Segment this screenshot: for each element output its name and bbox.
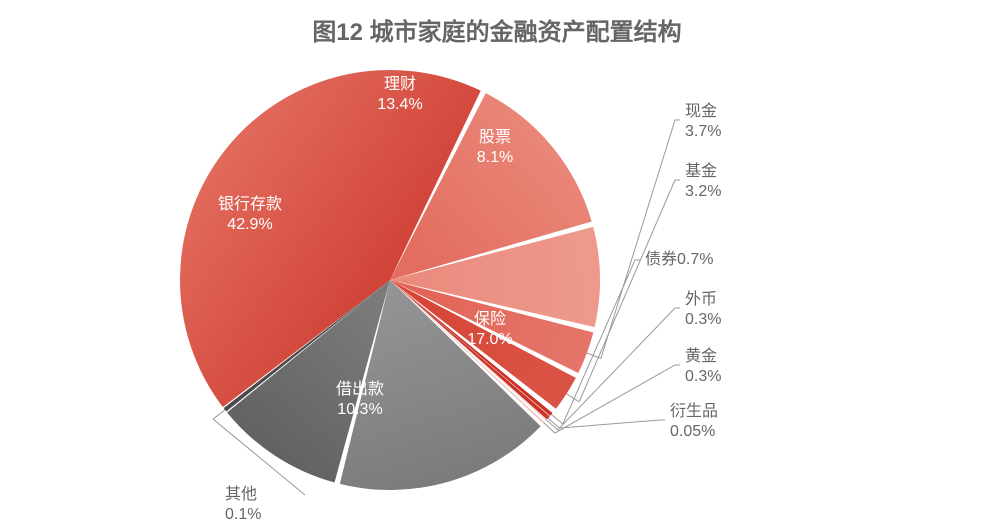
label-基金: 基金3.2%: [685, 162, 721, 202]
leader-现金: [587, 120, 680, 358]
label-外币: 外币0.3%: [685, 290, 721, 330]
label-债券: 债券0.7%: [645, 250, 713, 270]
label-现金: 现金3.7%: [685, 102, 721, 142]
pie-chart: [0, 0, 994, 517]
label-衍生品: 衍生品0.05%: [670, 402, 718, 442]
label-理财: 理财13.4%: [377, 75, 422, 115]
label-保险: 保险17.0%: [467, 310, 512, 350]
label-银行存款: 银行存款42.9%: [218, 195, 282, 235]
label-黄金: 黄金0.3%: [685, 347, 721, 387]
label-借出款: 借出款10.3%: [336, 380, 384, 420]
label-股票: 股票8.1%: [477, 128, 513, 168]
label-其他: 其他0.1%: [225, 485, 261, 525]
